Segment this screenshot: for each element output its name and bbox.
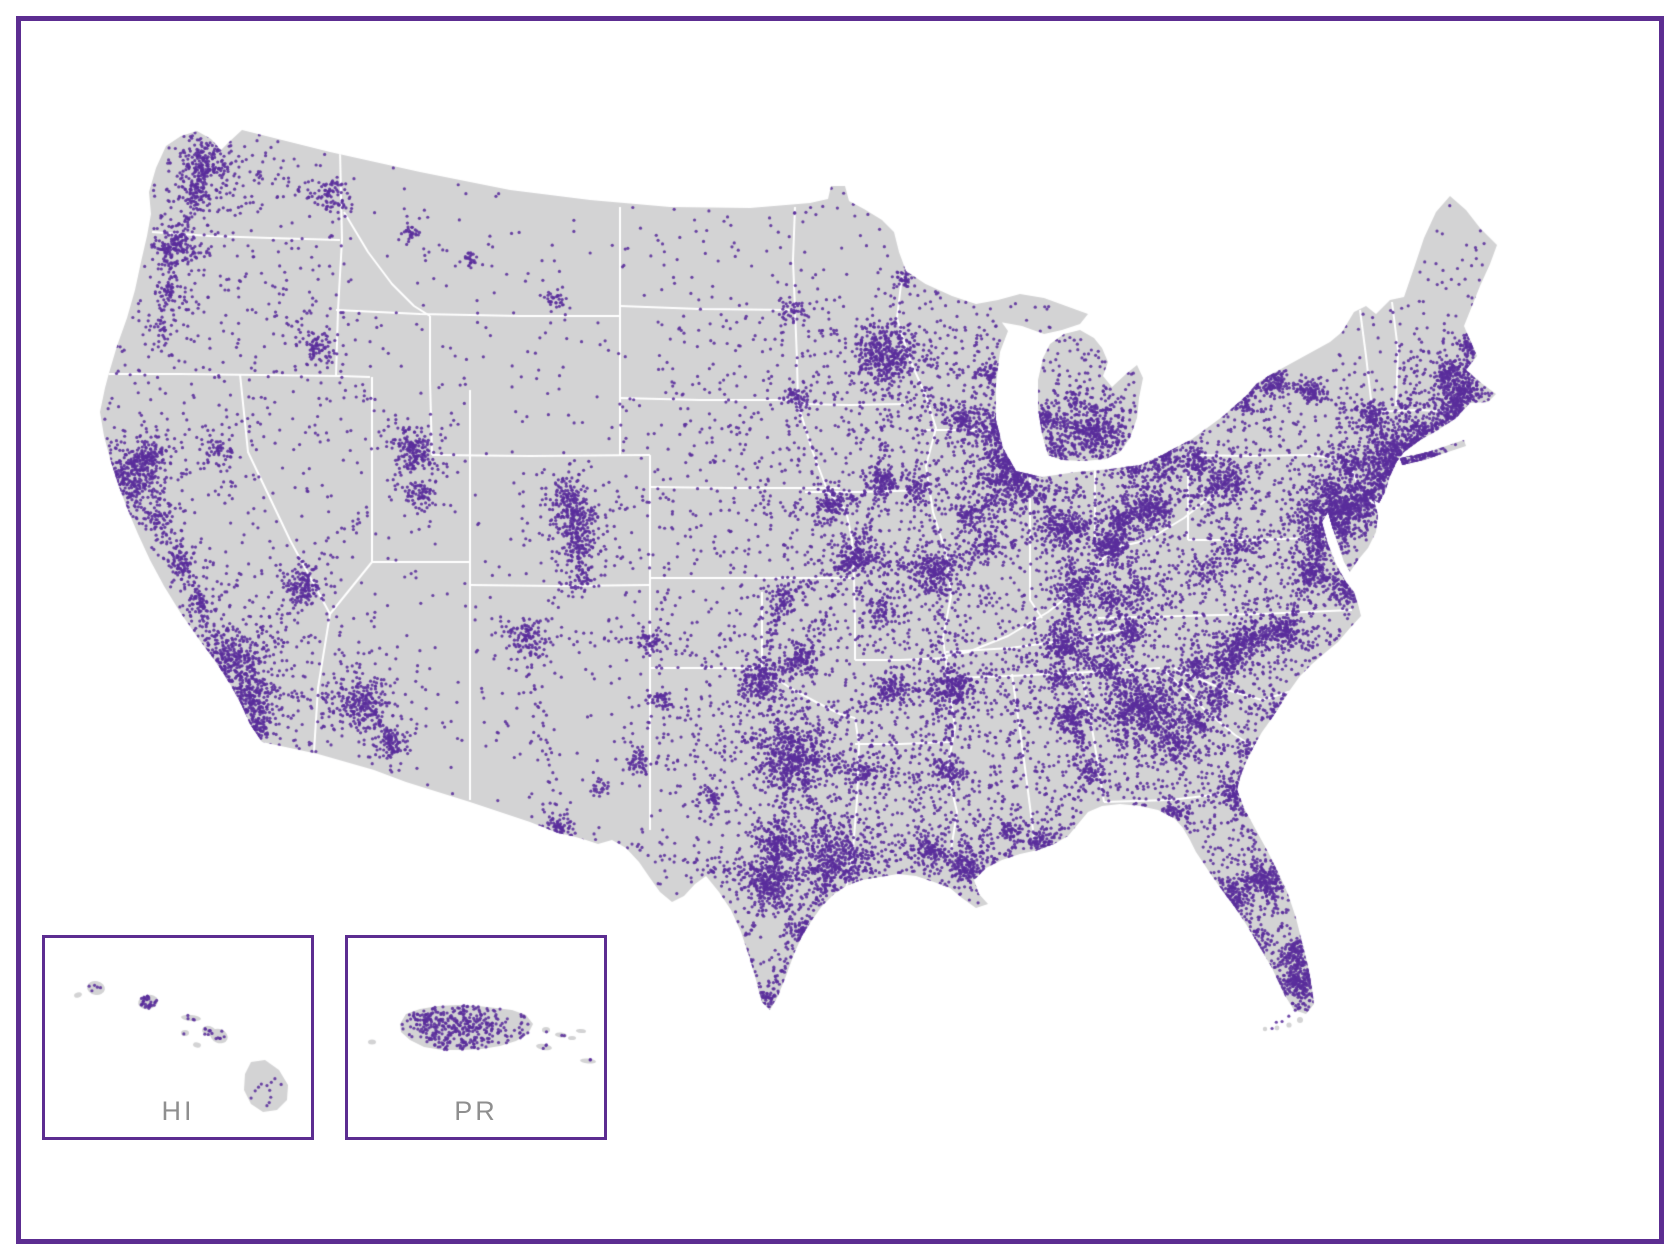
hawaii-inset-label: HI: [161, 1096, 195, 1126]
hawaii-map-canvas: [45, 938, 311, 1137]
puerto-rico-inset-label: PR: [454, 1096, 498, 1126]
hawaii-inset: HI: [42, 935, 314, 1140]
puerto-rico-inset: PR: [345, 935, 607, 1140]
puerto-rico-map-canvas: [348, 938, 604, 1137]
